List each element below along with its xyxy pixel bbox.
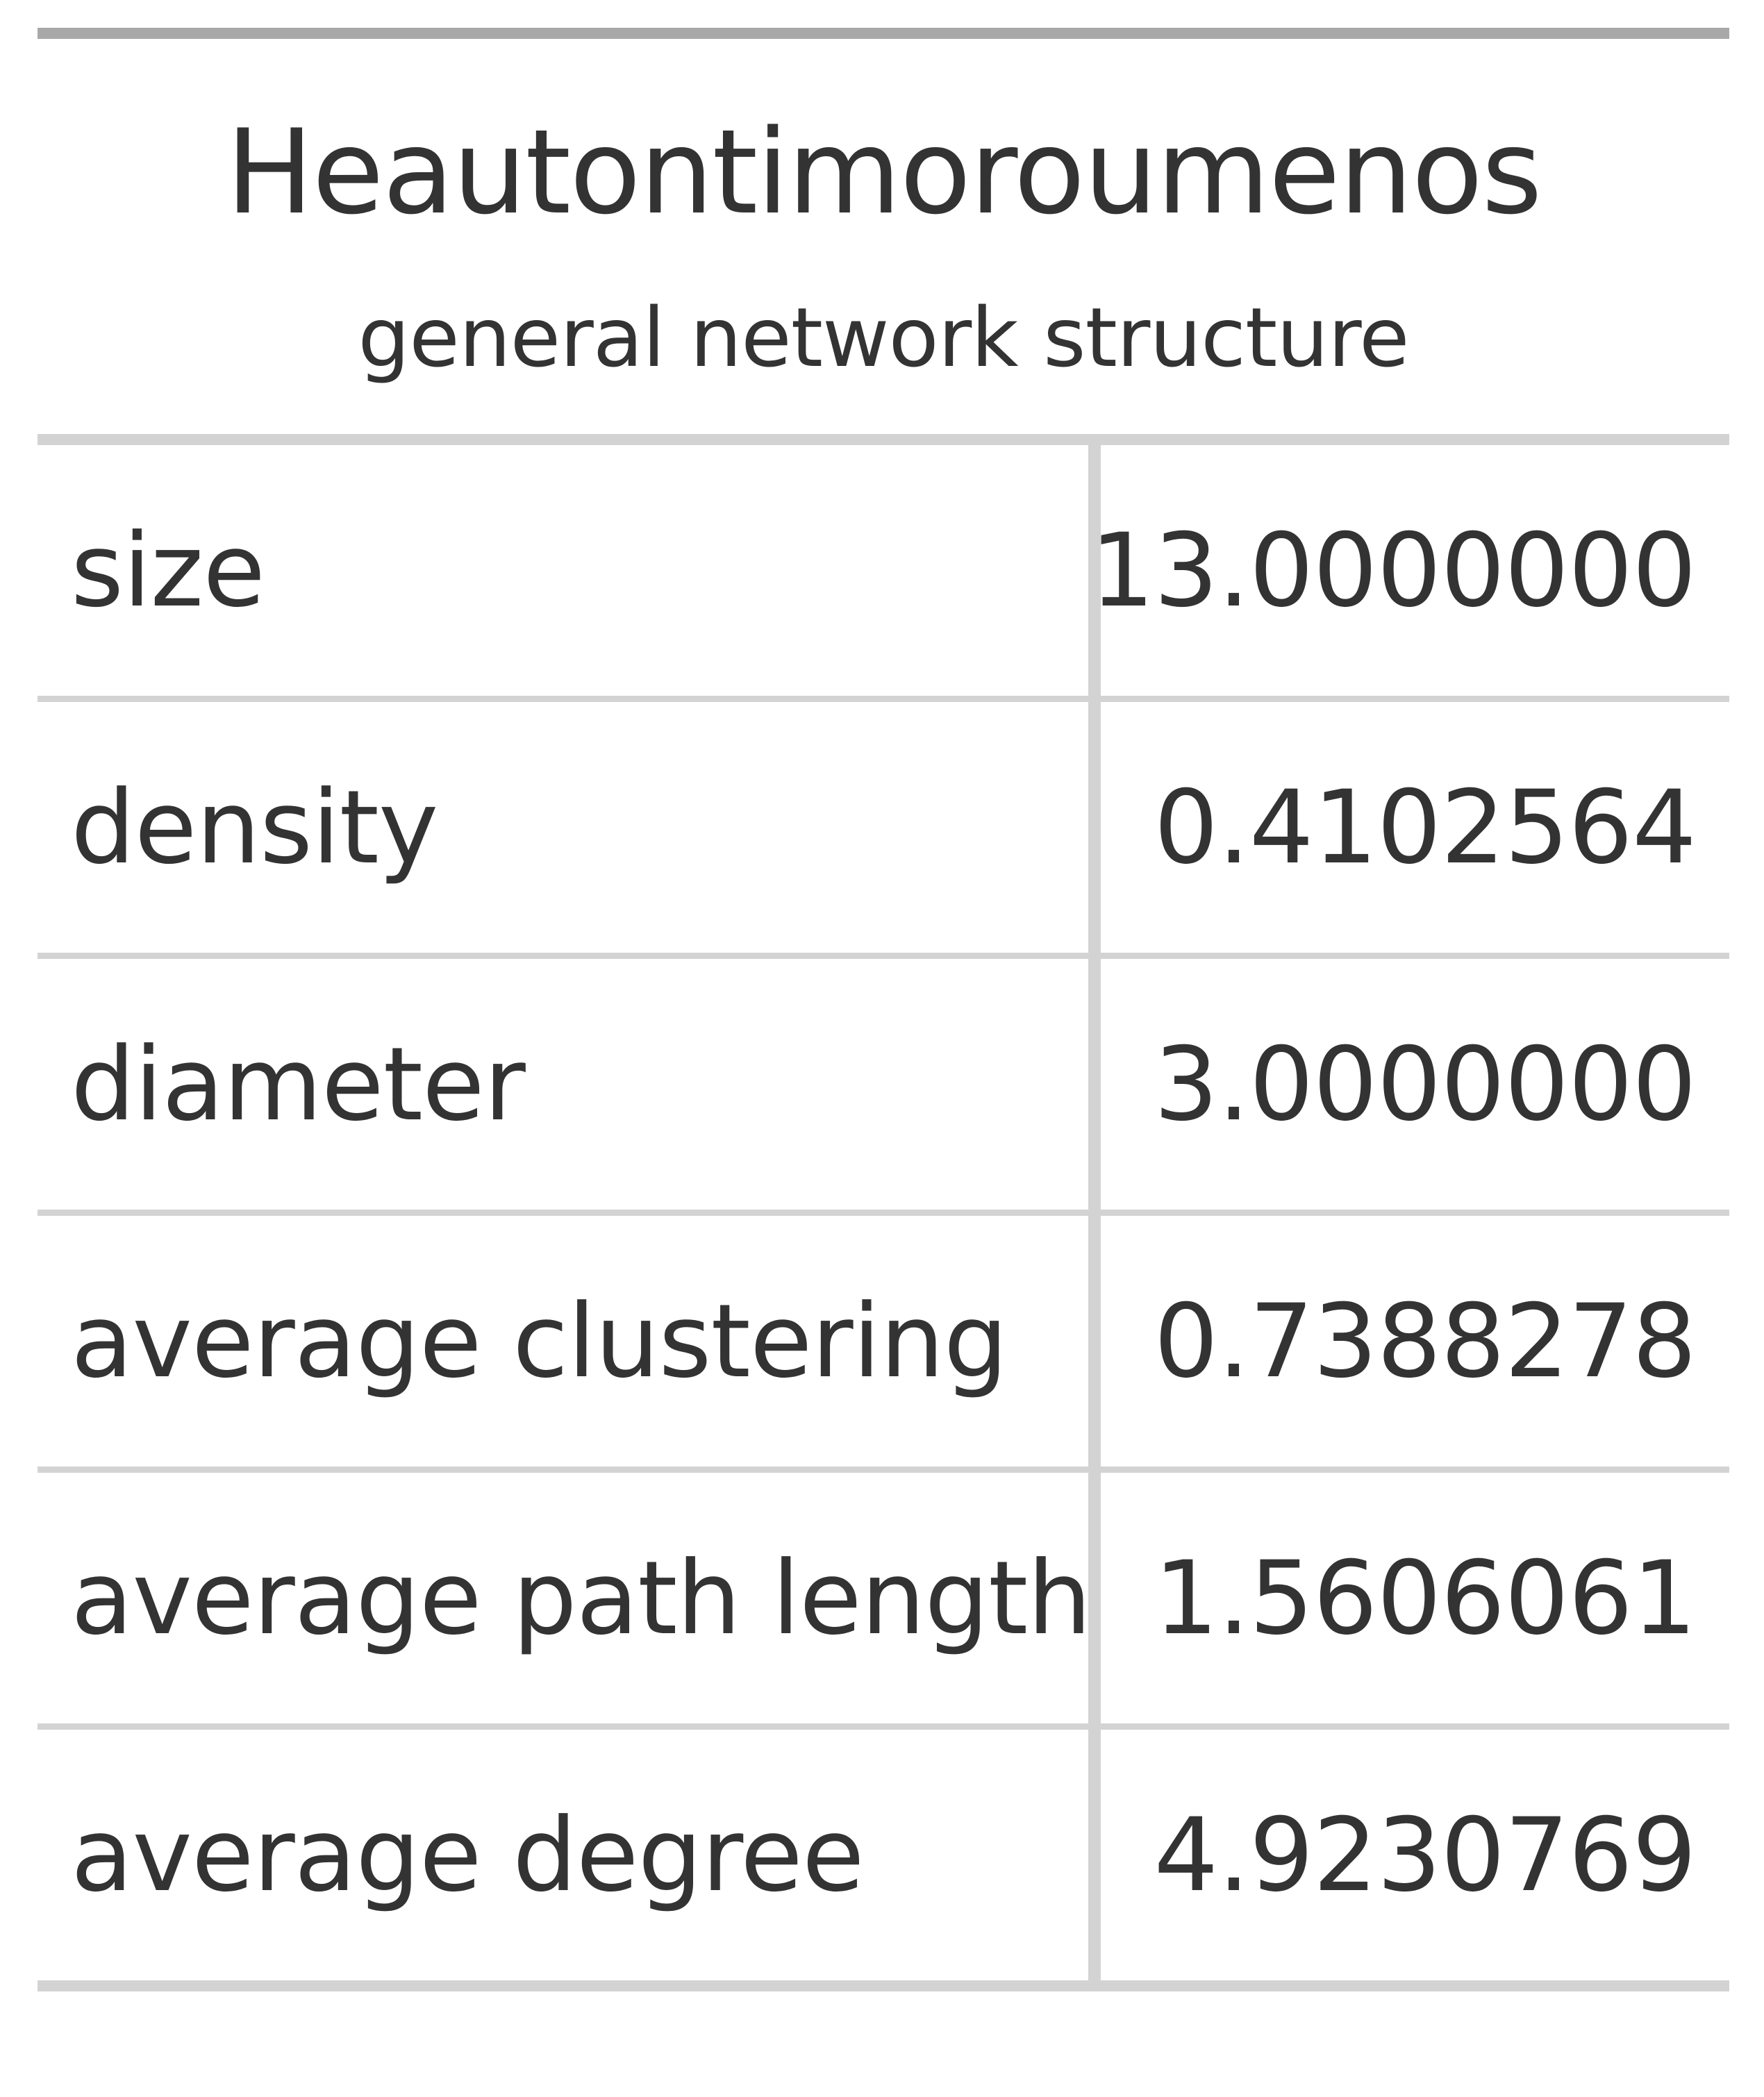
row-label: size [71,511,265,630]
table-top-rule [38,28,1729,39]
row-label: average path length [71,1539,1088,1657]
row-label: diameter [71,1025,526,1144]
row-value: 13.0000000 [1090,511,1697,630]
table-row: diameter 3.0000000 [38,959,1729,1216]
row-label: average clustering [71,1282,1008,1401]
table-row: average degree 4.9230769 [38,1730,1729,1991]
row-label: average degree [71,1796,865,1914]
row-value: 0.7388278 [1154,1282,1697,1401]
table-row: density 0.4102564 [38,702,1729,959]
row-label: density [71,768,438,887]
table-row: average clustering 0.7388278 [38,1216,1729,1473]
row-value: 0.4102564 [1154,768,1697,887]
table-title: Heautontimoroumenos [226,104,1542,240]
network-structure-table: Heautontimoroumenos general network stru… [38,28,1729,1991]
table-row: size 13.0000000 [38,445,1729,702]
table-row: average path length 1.5606061 [38,1473,1729,1730]
row-value: 1.5606061 [1154,1539,1697,1657]
table-body: size 13.0000000 density 0.4102564 diamet… [38,445,1729,1991]
table-subtitle: general network structure [358,290,1409,385]
row-value: 4.9230769 [1154,1796,1697,1914]
row-value: 3.0000000 [1154,1025,1697,1144]
table-header-rule [38,434,1729,445]
column-divider [1088,445,1101,1991]
